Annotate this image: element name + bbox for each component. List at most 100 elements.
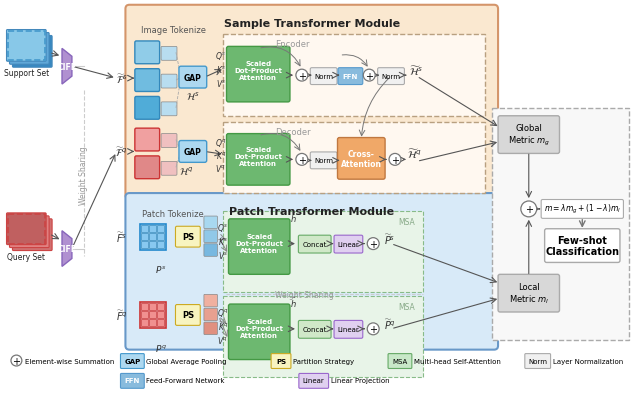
- Text: $P^s$: $P^s$: [156, 264, 167, 275]
- FancyBboxPatch shape: [12, 36, 52, 68]
- Polygon shape: [62, 231, 72, 267]
- Bar: [157, 319, 164, 326]
- Text: Local
Metric $m_l$: Local Metric $m_l$: [509, 282, 549, 305]
- FancyBboxPatch shape: [179, 67, 207, 89]
- Text: Linear: Linear: [303, 377, 324, 383]
- Text: Support Set: Support Set: [4, 69, 49, 78]
- Bar: [8, 215, 45, 244]
- Text: $K^q$: $K^q$: [216, 150, 227, 160]
- FancyBboxPatch shape: [298, 321, 331, 338]
- Bar: [141, 241, 148, 248]
- FancyBboxPatch shape: [204, 308, 218, 321]
- Text: CIFE: CIFE: [58, 245, 76, 253]
- Bar: [140, 224, 166, 250]
- Text: $\mathcal{H}^s$: $\mathcal{H}^s$: [186, 91, 200, 103]
- Text: CIFE: CIFE: [58, 63, 76, 71]
- Text: $V^s$: $V^s$: [216, 77, 227, 88]
- Text: $\widetilde{P}^q$: $\widetilde{P}^q$: [384, 317, 396, 331]
- Text: +: +: [369, 239, 377, 249]
- Text: Partition Strategy: Partition Strategy: [293, 358, 354, 364]
- Text: $V^q$: $V^q$: [216, 162, 227, 173]
- Bar: [149, 225, 156, 232]
- Text: Patch Tokenize: Patch Tokenize: [142, 209, 204, 219]
- FancyBboxPatch shape: [228, 219, 290, 275]
- FancyBboxPatch shape: [227, 134, 290, 186]
- Text: $Q^s$: $Q^s$: [215, 50, 227, 62]
- Text: Layer Normalization: Layer Normalization: [552, 358, 623, 364]
- FancyBboxPatch shape: [498, 275, 559, 312]
- FancyBboxPatch shape: [204, 322, 218, 335]
- Text: $\widetilde{F}^s$: $\widetilde{F}^s$: [116, 230, 127, 244]
- Text: Cross-
Attention: Cross- Attention: [340, 149, 382, 169]
- Text: +: +: [298, 156, 306, 166]
- Bar: [157, 225, 164, 232]
- Bar: [141, 225, 148, 232]
- FancyBboxPatch shape: [334, 321, 363, 338]
- Circle shape: [521, 201, 537, 217]
- Text: +: +: [12, 356, 20, 366]
- Text: +: +: [525, 205, 532, 215]
- Bar: [149, 303, 156, 310]
- Text: Weight Sharing: Weight Sharing: [275, 290, 334, 299]
- FancyBboxPatch shape: [299, 373, 328, 388]
- FancyBboxPatch shape: [12, 219, 52, 251]
- Text: Scaled
Dot-Product
Attention: Scaled Dot-Product Attention: [234, 147, 282, 167]
- Bar: [149, 233, 156, 240]
- FancyBboxPatch shape: [161, 75, 177, 89]
- FancyBboxPatch shape: [271, 354, 291, 369]
- Text: $Q^q$: $Q^q$: [214, 136, 227, 148]
- Text: +: +: [369, 324, 377, 334]
- Bar: [223, 211, 423, 292]
- Bar: [149, 241, 156, 248]
- Text: MSA: MSA: [398, 302, 415, 311]
- FancyBboxPatch shape: [204, 217, 218, 229]
- FancyBboxPatch shape: [204, 295, 218, 307]
- Text: $V^q$: $V^q$: [218, 334, 228, 345]
- Text: $m=\lambda m_g+(1-\lambda)m_l$: $m=\lambda m_g+(1-\lambda)m_l$: [543, 203, 621, 216]
- FancyBboxPatch shape: [6, 213, 46, 245]
- FancyBboxPatch shape: [161, 162, 177, 176]
- Text: +: +: [298, 71, 306, 81]
- Text: Weight Sharing: Weight Sharing: [79, 146, 88, 204]
- Text: Scaled
Dot-Product
Attention: Scaled Dot-Product Attention: [236, 233, 284, 253]
- Text: FFN: FFN: [342, 74, 358, 80]
- Bar: [157, 303, 164, 310]
- FancyBboxPatch shape: [125, 6, 498, 200]
- Text: $Q^q$: $Q^q$: [216, 306, 228, 318]
- FancyBboxPatch shape: [135, 97, 159, 120]
- FancyBboxPatch shape: [120, 373, 144, 388]
- Bar: [141, 303, 148, 310]
- Text: +: +: [365, 71, 373, 81]
- Text: $K^s$: $K^s$: [218, 235, 228, 247]
- Text: Query Set: Query Set: [7, 252, 45, 261]
- Text: Decoder: Decoder: [275, 128, 310, 136]
- Text: Concat: Concat: [303, 241, 327, 247]
- Text: $V^s$: $V^s$: [218, 249, 228, 260]
- FancyBboxPatch shape: [337, 138, 385, 180]
- Circle shape: [296, 154, 308, 166]
- Bar: [141, 319, 148, 326]
- FancyBboxPatch shape: [525, 354, 550, 369]
- Text: Norm: Norm: [381, 74, 401, 80]
- Text: Norm: Norm: [528, 358, 547, 364]
- Text: Encoder: Encoder: [275, 41, 310, 49]
- Text: $Q^s$: $Q^s$: [217, 221, 228, 233]
- FancyBboxPatch shape: [135, 69, 159, 92]
- Text: +: +: [391, 156, 399, 166]
- Text: PS: PS: [276, 358, 286, 364]
- Bar: [157, 233, 164, 240]
- Text: Linear: Linear: [337, 241, 359, 247]
- Bar: [141, 233, 148, 240]
- FancyBboxPatch shape: [204, 244, 218, 257]
- Bar: [149, 311, 156, 318]
- Text: $\widetilde{P}^s$: $\widetilde{P}^s$: [384, 232, 396, 246]
- FancyBboxPatch shape: [204, 230, 218, 243]
- Text: Concat: Concat: [303, 326, 327, 332]
- Text: GAP: GAP: [184, 73, 202, 83]
- Text: Patch Transformer Module: Patch Transformer Module: [229, 207, 394, 217]
- FancyBboxPatch shape: [161, 47, 177, 61]
- FancyBboxPatch shape: [6, 30, 46, 62]
- Text: $K^s$: $K^s$: [216, 63, 227, 75]
- FancyBboxPatch shape: [378, 69, 404, 85]
- FancyBboxPatch shape: [228, 304, 290, 360]
